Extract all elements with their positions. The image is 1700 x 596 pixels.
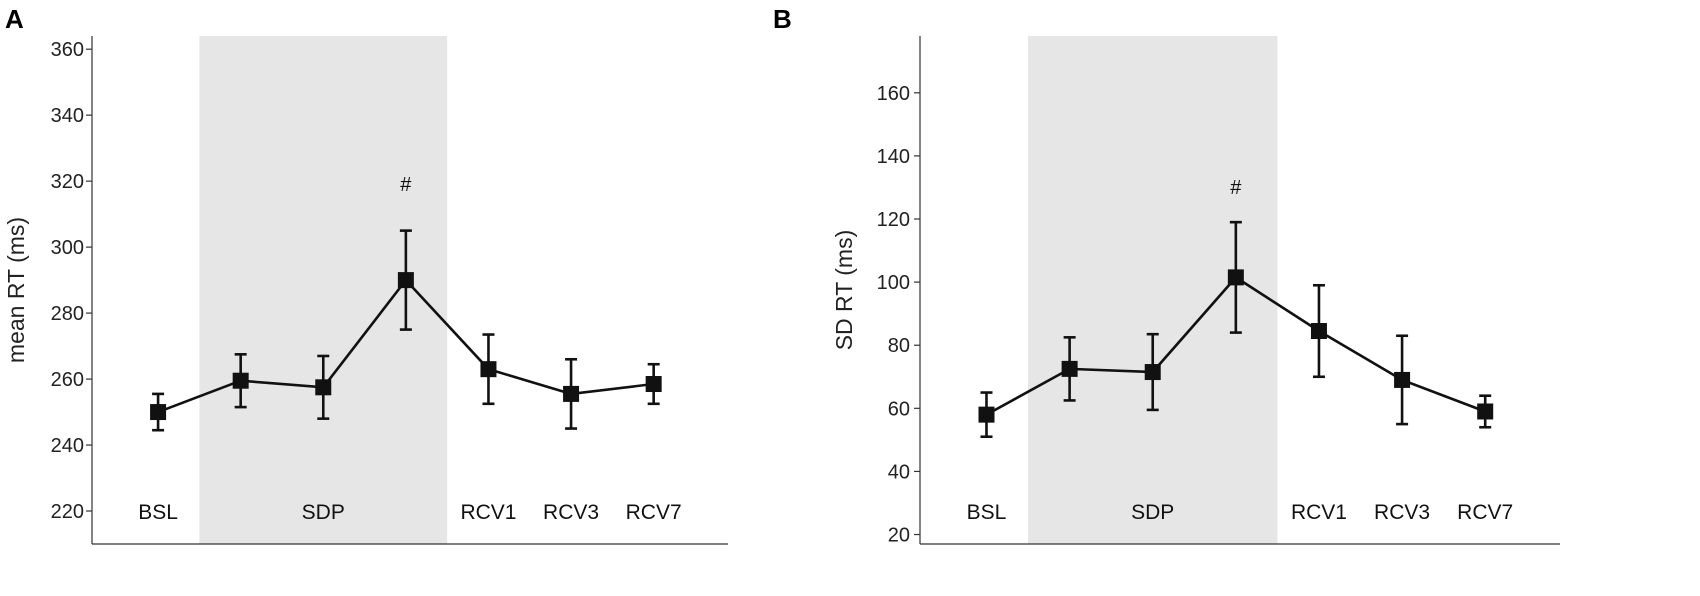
data-point-marker bbox=[232, 372, 249, 389]
chart-panel-b: 20 40 60 80 100 120 140 160 SD RT (ms) B BSL SDP RCV… bbox=[773, 4, 1560, 547]
data-point-marker bbox=[563, 385, 580, 402]
data-point-marker bbox=[397, 272, 414, 289]
data-point-marker bbox=[1477, 403, 1494, 420]
y-tick-label: 340 bbox=[51, 105, 84, 127]
y-axis-title: SD RT (ms) bbox=[831, 230, 857, 351]
condition-label: SDP bbox=[302, 501, 345, 524]
condition-label: BSL bbox=[138, 501, 178, 524]
y-tick-label: 160 bbox=[877, 83, 910, 105]
panel-label: A bbox=[5, 4, 24, 34]
data-point-marker bbox=[1227, 269, 1244, 286]
data-point-marker bbox=[1394, 371, 1411, 388]
condition-label: RCV7 bbox=[626, 501, 682, 524]
data-point-marker bbox=[1144, 364, 1161, 381]
y-tick-label: 40 bbox=[888, 461, 910, 483]
condition-label: RCV1 bbox=[460, 501, 516, 524]
shaded-region bbox=[199, 36, 448, 544]
y-tick-label: 80 bbox=[888, 335, 910, 357]
y-tick-label: 280 bbox=[51, 303, 84, 325]
data-point-marker bbox=[1061, 360, 1078, 377]
shaded-region bbox=[1028, 36, 1278, 544]
y-tick-label: 100 bbox=[877, 272, 910, 294]
y-tick-label: 60 bbox=[888, 398, 910, 420]
y-tick-label: 120 bbox=[877, 209, 910, 231]
y-tick-label: 300 bbox=[51, 237, 84, 259]
chart-panel-a: 220 240 260 280 300 320 340 360 mean RT (ms) A BSL… bbox=[3, 4, 728, 545]
y-tick-label: 360 bbox=[51, 39, 84, 61]
data-point-marker bbox=[315, 379, 332, 396]
data-point-marker bbox=[480, 361, 497, 378]
data-point-marker bbox=[1310, 323, 1327, 340]
panel-label: B bbox=[773, 4, 792, 34]
condition-label: RCV7 bbox=[1457, 501, 1513, 524]
significance-marker: # bbox=[1230, 177, 1242, 199]
y-tick-label: 240 bbox=[51, 435, 84, 457]
condition-label: RCV3 bbox=[1374, 501, 1430, 524]
condition-label: BSL bbox=[967, 501, 1007, 524]
y-tick-label: 260 bbox=[51, 369, 84, 391]
data-point-marker bbox=[645, 376, 662, 393]
condition-label: SDP bbox=[1131, 501, 1174, 524]
y-tick-label: 140 bbox=[877, 146, 910, 168]
significance-marker: # bbox=[400, 174, 412, 196]
y-tick-label: 320 bbox=[51, 171, 84, 193]
y-tick-label: 20 bbox=[888, 525, 910, 547]
data-point-marker bbox=[150, 404, 167, 421]
condition-label: RCV1 bbox=[1291, 501, 1347, 524]
y-axis-title: mean RT (ms) bbox=[3, 217, 29, 363]
data-point-marker bbox=[978, 406, 995, 423]
condition-label: RCV3 bbox=[543, 501, 599, 524]
y-tick-label: 220 bbox=[51, 501, 84, 523]
